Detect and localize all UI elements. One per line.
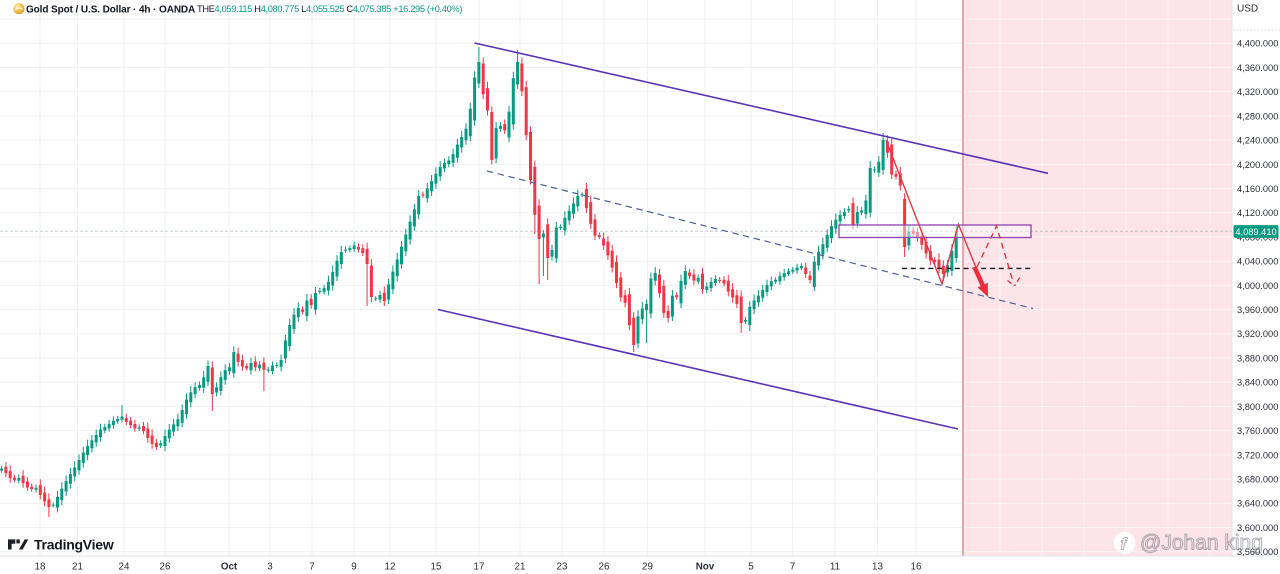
svg-text:26: 26 (160, 562, 171, 573)
svg-text:Nov: Nov (696, 562, 715, 573)
svg-text:7: 7 (309, 562, 314, 573)
svg-text:USD: USD (1237, 4, 1258, 15)
svg-text:3,880.000: 3,880.000 (1237, 353, 1278, 363)
svg-text:4,320.000: 4,320.000 (1237, 87, 1278, 97)
svg-text:@Johan king: @Johan king (1140, 532, 1263, 555)
svg-text:4,280.000: 4,280.000 (1237, 111, 1278, 121)
svg-text:9: 9 (351, 562, 356, 573)
svg-text:3,800.000: 3,800.000 (1237, 402, 1278, 412)
svg-text:4,200.000: 4,200.000 (1237, 160, 1278, 170)
svg-text:12: 12 (385, 562, 396, 573)
svg-text:f: f (1121, 535, 1129, 554)
svg-text:11: 11 (830, 562, 840, 573)
svg-text:4,040.000: 4,040.000 (1237, 257, 1278, 267)
svg-text:16: 16 (911, 562, 922, 573)
svg-text:24: 24 (119, 562, 130, 573)
svg-text:7: 7 (790, 562, 795, 573)
svg-text:4,000.000: 4,000.000 (1237, 281, 1278, 291)
svg-text:3: 3 (267, 562, 273, 573)
svg-text:13: 13 (872, 562, 883, 573)
svg-text:TradingView: TradingView (34, 536, 114, 552)
svg-text:3,760.000: 3,760.000 (1237, 426, 1278, 436)
svg-text:5: 5 (748, 562, 754, 573)
svg-text:3,920.000: 3,920.000 (1237, 329, 1278, 339)
svg-text:21: 21 (515, 562, 526, 573)
svg-text:4,160.000: 4,160.000 (1237, 184, 1278, 194)
svg-text:4,240.000: 4,240.000 (1237, 136, 1278, 146)
svg-text:3,680.000: 3,680.000 (1237, 475, 1278, 485)
svg-text:Gold Spot / U.S. Dollar · 4h ·: Gold Spot / U.S. Dollar · 4h · OANDA (26, 4, 195, 15)
svg-text:23: 23 (557, 562, 568, 573)
svg-text:3,600.000: 3,600.000 (1237, 523, 1278, 533)
svg-text:4,360.000: 4,360.000 (1237, 63, 1278, 73)
svg-text:17: 17 (474, 562, 485, 573)
svg-text:4,120.000: 4,120.000 (1237, 208, 1278, 218)
svg-text:29: 29 (642, 562, 653, 573)
svg-text:4,400.000: 4,400.000 (1237, 39, 1278, 49)
svg-text:3,560.000: 3,560.000 (1237, 547, 1278, 557)
svg-text:3,840.000: 3,840.000 (1237, 378, 1278, 388)
svg-text:4,089.410: 4,089.410 (1235, 227, 1276, 237)
svg-text:18: 18 (35, 562, 46, 573)
svg-text:3,960.000: 3,960.000 (1237, 305, 1278, 315)
svg-text:THE4,059.115 H4,080.775 L4,055: THE4,059.115 H4,080.775 L4,055.525 C4,07… (197, 4, 462, 14)
svg-text:21: 21 (72, 562, 83, 573)
svg-text:Oct: Oct (221, 562, 238, 573)
svg-text:3,640.000: 3,640.000 (1237, 499, 1278, 509)
svg-text:15: 15 (431, 562, 442, 573)
svg-text:3,720.000: 3,720.000 (1237, 450, 1278, 460)
svg-text:26: 26 (599, 562, 610, 573)
